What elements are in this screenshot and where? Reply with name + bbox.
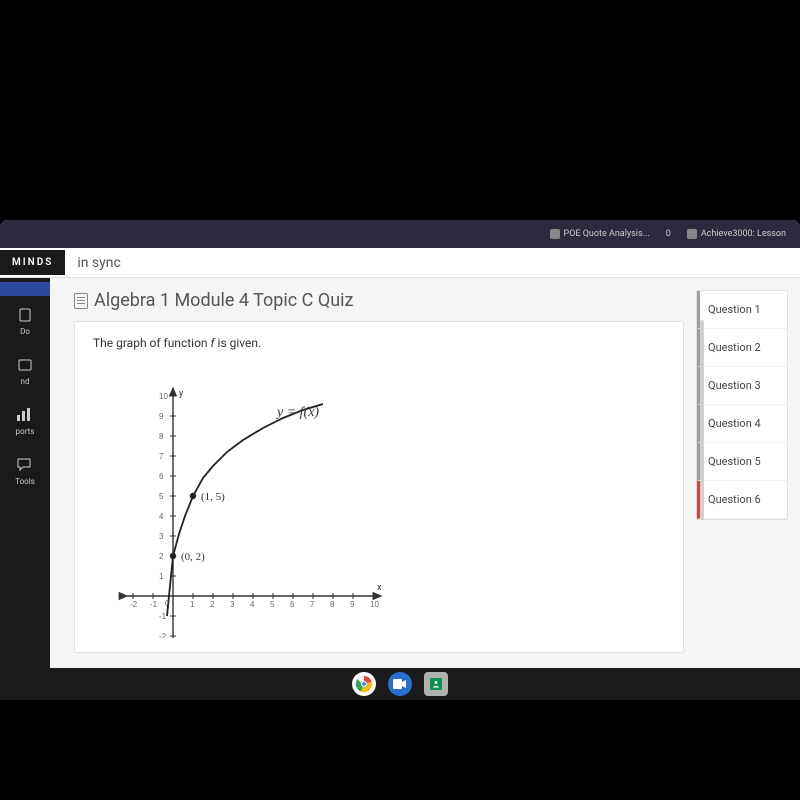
svg-text:6: 6 (290, 600, 295, 609)
svg-text:(0, 2): (0, 2) (181, 551, 205, 563)
sidebar-item-reports[interactable]: ports (0, 396, 50, 446)
svg-text:7: 7 (159, 452, 164, 461)
scrollbar[interactable] (700, 320, 704, 520)
svg-text:3: 3 (230, 600, 235, 609)
tab-label: Achieve3000: Lesson (701, 229, 786, 239)
tab-favicon (687, 229, 697, 239)
qnav-item-2[interactable]: Question 2 (697, 329, 787, 367)
function-graph: -2-1012345678910-2-112345678910xy(1, 5)(… (113, 358, 443, 638)
sidebar-item-tools[interactable]: Tools (0, 446, 50, 496)
main-content: Algebra 1 Module 4 Topic C Quiz The grap… (50, 278, 800, 668)
app-header: MINDS in sync (0, 248, 800, 278)
svg-text:5: 5 (159, 492, 164, 501)
sidebar: Do nd ports Tools (0, 278, 50, 668)
sidebar-active-indicator (0, 282, 50, 296)
browser-tab[interactable]: POE Quote Analysis... (544, 227, 656, 241)
svg-text:10: 10 (159, 392, 168, 401)
sidebar-label: nd (21, 377, 30, 386)
brand-product: in sync (65, 255, 121, 271)
qnav-item-5[interactable]: Question 5 (697, 443, 787, 481)
browser-tab[interactable]: Achieve3000: Lesson (681, 227, 792, 241)
feedback-icon (16, 456, 34, 474)
svg-text:2: 2 (159, 552, 164, 561)
svg-text:8: 8 (330, 600, 335, 609)
clipboard-icon (16, 306, 34, 324)
tab-label: 0 (666, 229, 671, 239)
sidebar-label: Do (20, 327, 30, 336)
svg-text:(1, 5): (1, 5) (201, 491, 225, 503)
quiz-title-text: Algebra 1 Module 4 Topic C Quiz (94, 290, 353, 311)
qnav-item-4[interactable]: Question 4 (697, 405, 787, 443)
os-shelf (0, 668, 800, 700)
svg-text:-1: -1 (159, 612, 167, 621)
svg-text:x: x (377, 583, 382, 593)
browser-tab-strip: POE Quote Analysis... 0 Achieve3000: Les… (0, 220, 800, 248)
sidebar-label: Tools (15, 477, 35, 486)
book-icon (16, 356, 34, 374)
svg-text:1: 1 (159, 572, 164, 581)
content-area: Do nd ports Tools (0, 278, 800, 668)
tab-favicon (550, 229, 560, 239)
svg-text:4: 4 (250, 600, 255, 609)
sidebar-item-nd[interactable]: nd (0, 346, 50, 396)
question-card: The graph of function f is given. -2-101… (74, 321, 684, 653)
svg-text:2: 2 (210, 600, 215, 609)
question-nav: Question 1 Question 2 Question 3 Questio… (696, 290, 788, 520)
tab-label: POE Quote Analysis... (564, 229, 650, 239)
quiz-title: Algebra 1 Module 4 Topic C Quiz (74, 290, 684, 311)
svg-text:9: 9 (350, 600, 355, 609)
svg-text:y: y (179, 389, 184, 399)
svg-text:10: 10 (370, 600, 379, 609)
svg-text:-2: -2 (159, 632, 167, 638)
svg-text:4: 4 (159, 512, 164, 521)
svg-text:-1: -1 (150, 600, 158, 609)
document-icon (74, 293, 88, 309)
svg-text:5: 5 (270, 600, 275, 609)
laptop-screen: POE Quote Analysis... 0 Achieve3000: Les… (0, 220, 800, 700)
browser-tab[interactable]: 0 (660, 227, 677, 241)
svg-text:7: 7 (310, 600, 315, 609)
svg-text:3: 3 (159, 532, 164, 541)
classroom-icon[interactable] (424, 672, 448, 696)
meet-icon[interactable] (388, 672, 412, 696)
question-prompt: The graph of function f is given. (93, 336, 665, 350)
qnav-item-3[interactable]: Question 3 (697, 367, 787, 405)
bar-chart-icon (16, 406, 34, 424)
chrome-icon[interactable] (352, 672, 376, 696)
sidebar-item-do[interactable]: Do (0, 296, 50, 346)
svg-text:6: 6 (159, 472, 164, 481)
quiz-column: Algebra 1 Module 4 Topic C Quiz The grap… (74, 290, 684, 656)
qnav-item-1[interactable]: Question 1 (697, 291, 787, 329)
qnav-item-6[interactable]: Question 6 (697, 481, 787, 519)
svg-text:y = f(x): y = f(x) (275, 405, 319, 420)
svg-text:1: 1 (190, 600, 195, 609)
svg-text:8: 8 (159, 432, 164, 441)
svg-text:-2: -2 (130, 600, 138, 609)
brand-badge: MINDS (0, 250, 65, 275)
svg-text:9: 9 (159, 412, 164, 421)
sidebar-label: ports (16, 427, 35, 436)
